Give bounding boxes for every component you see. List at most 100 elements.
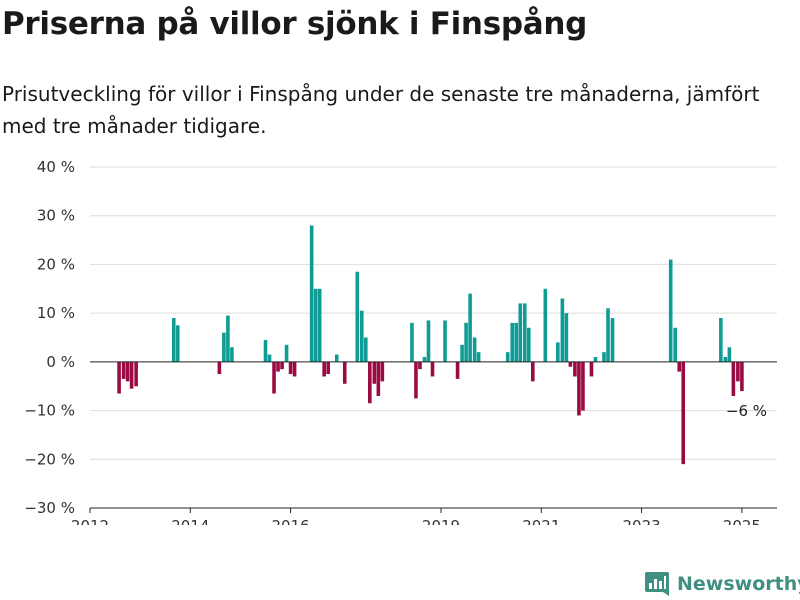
bar-chart: −30 %−20 %−10 %0 %10 %20 %30 %40 % 20122… <box>24 158 777 525</box>
bar-positive <box>556 342 560 362</box>
x-tick-label: 2014 <box>171 517 209 525</box>
bar-positive <box>284 344 289 362</box>
bar-positive <box>526 327 531 362</box>
bar-negative <box>129 361 134 389</box>
bar-negative <box>418 361 422 370</box>
bar-positive <box>518 303 523 362</box>
bar-positive <box>514 322 519 362</box>
bar-positive <box>673 327 678 362</box>
bar-negative <box>322 361 326 377</box>
bar-negative <box>573 361 577 377</box>
bar-positive <box>543 288 548 362</box>
bar-negative <box>589 361 594 377</box>
bar-negative <box>681 361 686 465</box>
bar-negative <box>117 361 121 394</box>
bar-negative <box>121 361 126 379</box>
bar-negative <box>677 361 682 372</box>
chart-title: Priserna på villor sjönk i Finspång <box>2 6 588 42</box>
bar-negative <box>455 361 460 379</box>
bar-negative <box>430 361 435 377</box>
bar-negative <box>326 361 330 375</box>
bar-negative <box>380 361 385 382</box>
bar-positive <box>727 347 732 362</box>
bar-positive <box>505 352 510 362</box>
bar-positive <box>723 356 728 362</box>
bar-positive <box>364 337 368 362</box>
bar-positive <box>334 354 339 362</box>
bar-positive <box>355 271 360 362</box>
bar-positive <box>472 337 477 362</box>
x-tick-label: 2021 <box>522 517 560 525</box>
x-tick-label: 2016 <box>271 517 309 525</box>
bar-negative <box>376 361 381 396</box>
bar-negative <box>276 361 280 372</box>
x-tick-label: 2019 <box>422 517 460 525</box>
bar-negative <box>217 361 222 375</box>
x-axis-ticks: 2012 2014 2016 2019 2021 2023 2025 <box>71 508 761 525</box>
bar-positive <box>564 313 569 362</box>
x-tick-label: 2025 <box>723 517 761 525</box>
bar-negative <box>731 361 736 396</box>
bar-negative <box>292 361 297 377</box>
bar-negative <box>577 361 581 416</box>
bar-negative <box>280 361 284 370</box>
y-axis-tick-labels: −30 % −20 % −10 % 0 % 10 % 20 % 30 % 40 % <box>24 158 75 517</box>
bar-positive <box>422 356 427 362</box>
y-tick-label: −20 % <box>24 450 75 468</box>
bar-negative <box>530 361 535 382</box>
bar-positive <box>175 325 180 362</box>
logo-text: Newsworthy <box>677 573 800 595</box>
grid-lines <box>90 166 777 460</box>
newsworthy-logo[interactable]: Newsworthy <box>644 568 800 600</box>
bar-positive <box>317 288 322 362</box>
bar-positive <box>476 352 481 362</box>
bar-positive <box>171 318 176 362</box>
bar-negative <box>568 361 573 367</box>
bar-positive <box>410 322 414 362</box>
y-tick-label: 0 % <box>46 353 75 371</box>
bar-positive <box>460 344 464 362</box>
bar-positive <box>226 315 230 362</box>
bar-positive <box>313 288 318 362</box>
bars <box>117 225 744 465</box>
bar-negative <box>736 361 740 382</box>
bar-positive <box>668 259 673 362</box>
bar-positive <box>593 356 598 362</box>
bar-positive <box>610 318 615 362</box>
bar-positive <box>222 332 226 362</box>
bar-positive <box>464 322 468 362</box>
bar-positive <box>522 303 527 362</box>
bar-positive <box>230 347 234 362</box>
y-tick-label: −10 % <box>24 402 75 420</box>
newsworthy-logo-icon <box>645 572 669 596</box>
bar-positive <box>426 320 431 362</box>
bar-negative <box>288 361 293 375</box>
bar-negative <box>125 361 130 382</box>
bar-positive <box>359 310 364 362</box>
y-tick-label: 10 % <box>37 304 75 322</box>
last-value-annotation: −6 % <box>726 402 767 420</box>
bar-negative <box>134 361 138 387</box>
y-tick-label: −30 % <box>24 499 75 517</box>
bar-positive <box>468 293 472 362</box>
bar-positive <box>606 308 610 362</box>
bar-negative <box>342 361 347 384</box>
bar-positive <box>719 318 723 362</box>
bar-positive <box>267 354 272 362</box>
y-tick-label: 30 % <box>37 207 75 225</box>
bar-negative <box>372 361 377 384</box>
x-tick-label: 2012 <box>71 517 109 525</box>
x-tick-label: 2023 <box>623 517 661 525</box>
chart-subtitle: Prisutveckling för villor i Finspång und… <box>2 82 760 138</box>
bar-negative <box>581 361 585 411</box>
bar-positive <box>443 320 447 362</box>
y-tick-label: 20 % <box>37 255 75 273</box>
bar-negative <box>368 361 372 404</box>
bar-negative <box>272 361 276 394</box>
bar-positive <box>560 298 565 362</box>
bar-negative <box>740 361 744 392</box>
bar-positive <box>510 322 515 362</box>
bar-positive <box>309 225 314 362</box>
bar-negative <box>414 361 418 399</box>
bar-positive <box>263 339 268 362</box>
